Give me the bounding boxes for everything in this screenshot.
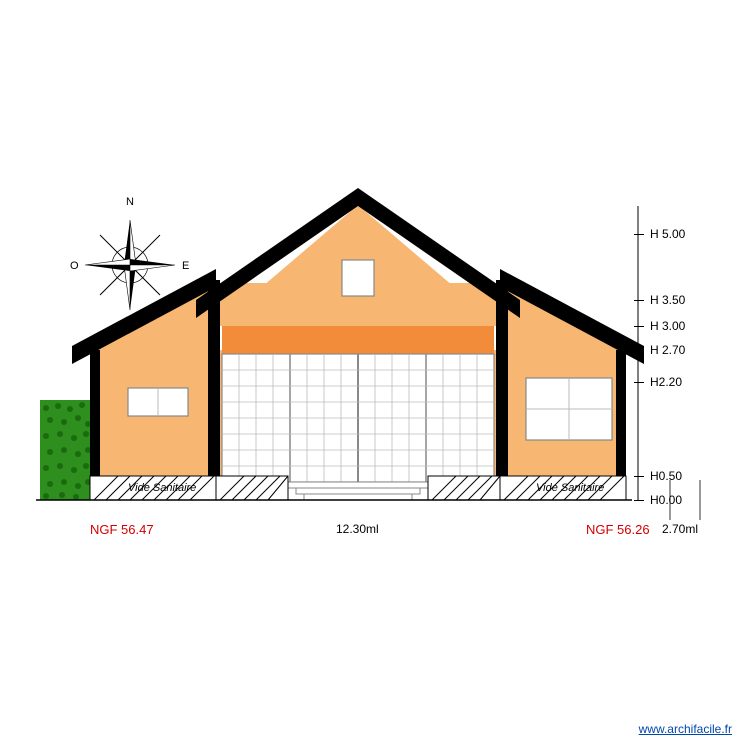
right-window xyxy=(526,378,612,440)
height-mark: H2.20 xyxy=(650,375,682,389)
depth-label: 2.70ml xyxy=(662,522,698,536)
front-steps xyxy=(288,482,428,500)
height-mark: H 5.00 xyxy=(650,227,685,241)
vide-sanitaire-right: Vide Sanitaire xyxy=(536,482,604,494)
height-mark: H0.50 xyxy=(650,469,682,483)
hedge-icon xyxy=(40,400,92,500)
awning xyxy=(222,326,494,354)
vide-sanitaire-left: Vide Sanitaire xyxy=(128,482,196,494)
house-elevation xyxy=(0,0,750,750)
height-mark: H 2.70 xyxy=(650,343,685,357)
glass-doors xyxy=(222,354,494,482)
height-mark: H 3.50 xyxy=(650,293,685,307)
height-mark: H 3.00 xyxy=(650,319,685,333)
height-mark: H0.00 xyxy=(650,493,682,507)
ngf-right-label: NGF 56.26 xyxy=(586,522,650,537)
gable-window xyxy=(342,260,374,296)
watermark-link[interactable]: www.archifacile.fr xyxy=(639,722,732,736)
diagram-canvas: N S E O xyxy=(0,0,750,750)
width-label: 12.30ml xyxy=(336,522,379,536)
ngf-left-label: NGF 56.47 xyxy=(90,522,154,537)
left-window xyxy=(128,388,188,416)
